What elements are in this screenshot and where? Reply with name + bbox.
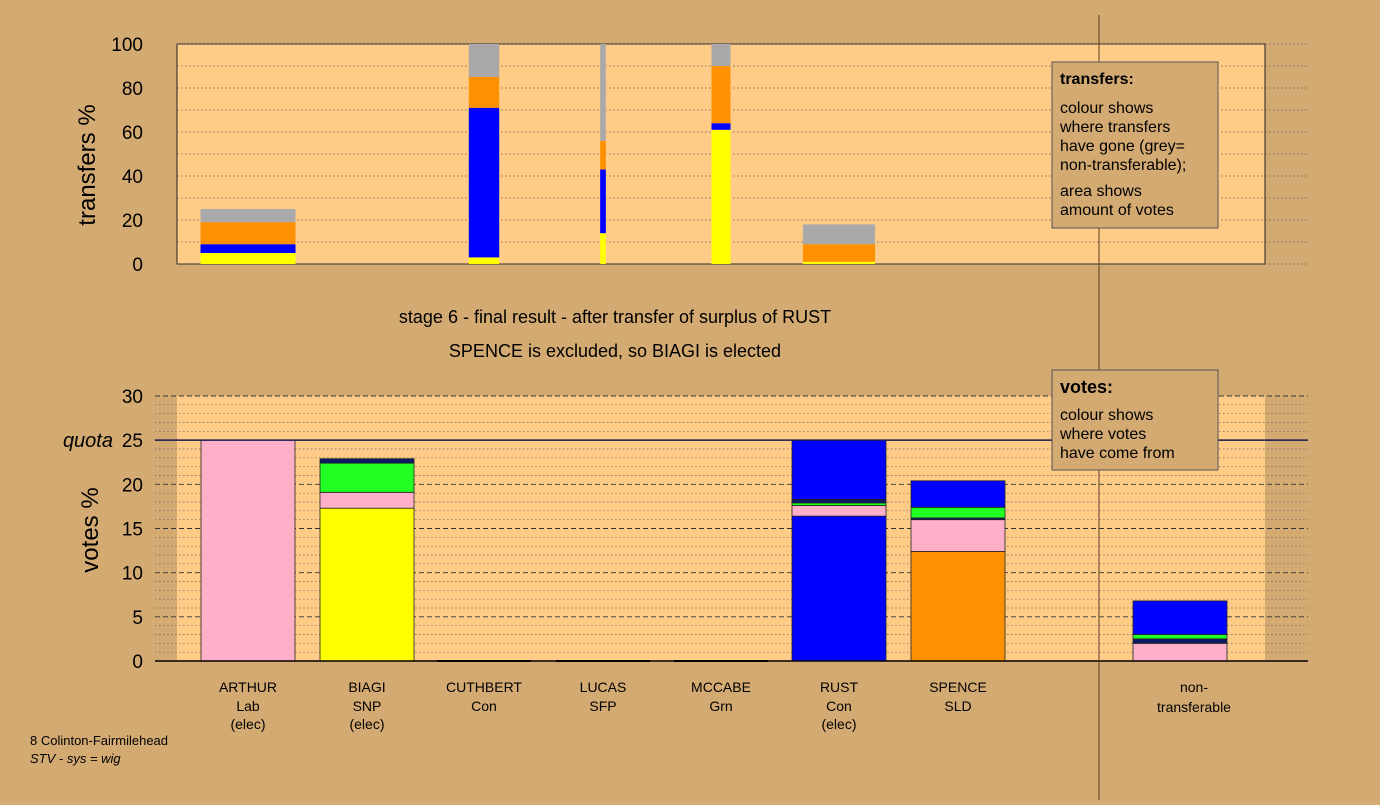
nontransferable-label: transferable: [1157, 699, 1231, 715]
transfer-segment-arthur: [200, 244, 296, 253]
votes-tick-label: 5: [132, 608, 143, 629]
candidate-party: Con: [826, 698, 852, 714]
candidate-party: Con: [471, 698, 497, 714]
footer-ward: 8 Colinton-Fairmilehead: [30, 733, 168, 748]
transfer-segment-arthur: [200, 222, 296, 245]
transfers-axis-label: transfers %: [74, 104, 101, 225]
candidate-name: BIAGI: [348, 679, 385, 695]
vote-segment-rust: [791, 439, 887, 500]
candidate-party: SNP: [353, 698, 382, 714]
votes-tick-label: 15: [122, 520, 143, 541]
transfer-segment-rust: [802, 261, 876, 264]
votes-legend-box: [1051, 369, 1219, 471]
vote-segment-non-transferable: [1132, 634, 1228, 640]
candidate-name: CUTHBERT: [446, 679, 522, 695]
vote-segment-arthur: [200, 439, 296, 662]
transfer-segment-cuthbert: [468, 44, 500, 77]
vote-segment-spence: [910, 480, 1006, 508]
votes-ticks: 0 5 10 15 20 25 30: [122, 387, 143, 673]
votes-bars: [200, 439, 1228, 662]
votes-tick-label: 25: [122, 431, 143, 452]
candidate-name: SPENCE: [929, 679, 987, 695]
votes-legend-text: colour shows: [1060, 407, 1153, 424]
vote-segment-spence: [910, 519, 1006, 552]
transfer-segment-mccabe: [711, 66, 731, 124]
vote-segment-spence: [910, 506, 1006, 519]
votes-legend-text: where votes: [1059, 426, 1146, 443]
candidate-party: Grn: [709, 698, 732, 714]
vote-segment-non-transferable: [1132, 638, 1228, 644]
votes-tick-label: 0: [132, 652, 143, 673]
transfer-segment-lucas: [600, 140, 606, 170]
transfer-segment-cuthbert: [468, 257, 500, 264]
candidate-name: ARTHUR: [219, 679, 277, 695]
transfers-tick-label: 0: [132, 255, 143, 276]
transfers-tick-label: 20: [122, 211, 143, 232]
votes-legend: votes: colour shows where votes have com…: [1051, 369, 1219, 471]
transfer-segment-rust: [802, 224, 876, 245]
vote-segment-non-transferable: [1132, 600, 1228, 635]
transfer-segment-lucas: [600, 233, 606, 264]
votes-tick-label: 20: [122, 475, 143, 496]
transfer-segment-lucas: [600, 44, 606, 141]
candidate-name: MCCABE: [691, 679, 751, 695]
stage-line-2: SPENCE is excluded, so BIAGI is elected: [449, 341, 781, 361]
transfers-gridlines: [177, 43, 1308, 265]
transfer-segment-arthur: [200, 209, 296, 223]
transfer-segment-cuthbert: [468, 77, 500, 108]
transfers-legend-text: area shows: [1060, 183, 1142, 200]
transfers-legend: transfers: colour shows where transfers …: [1051, 61, 1219, 229]
transfers-tick-label: 60: [122, 123, 143, 144]
candidate-status: (elec): [349, 716, 384, 732]
vote-segment-biagi: [319, 462, 415, 493]
transfers-tick-label: 80: [122, 79, 143, 100]
transfers-bars: [200, 44, 876, 264]
transfer-segment-cuthbert: [468, 107, 500, 258]
candidate-party: SLD: [944, 698, 971, 714]
vote-segment-rust: [791, 505, 887, 517]
transfer-segment-arthur: [200, 253, 296, 264]
votes-legend-text: have come from: [1060, 445, 1175, 462]
candidate-party: Lab: [236, 698, 260, 714]
candidate-name: RUST: [820, 679, 859, 695]
transfer-segment-mccabe: [711, 129, 731, 264]
candidate-status: (elec): [821, 716, 856, 732]
candidate-name: LUCAS: [580, 679, 627, 695]
vote-segment-spence: [910, 551, 1006, 662]
transfers-tick-label: 40: [122, 167, 143, 188]
vote-segment-rust: [791, 498, 887, 504]
transfer-segment-rust: [802, 244, 876, 262]
transfer-segment-mccabe: [711, 44, 731, 66]
nontransferable-label: non-: [1180, 679, 1208, 695]
vote-segment-biagi: [319, 491, 415, 509]
transfer-segment-mccabe: [711, 123, 731, 130]
votes-tick-label: 30: [122, 387, 143, 408]
transfers-legend-title: transfers:: [1060, 71, 1134, 88]
transfers-legend-box: [1051, 61, 1219, 229]
vote-segment-rust: [791, 515, 887, 662]
vote-segment-biagi: [319, 458, 415, 464]
transfers-legend-text: where transfers: [1059, 119, 1170, 136]
transfers-legend-text: amount of votes: [1060, 202, 1174, 219]
transfers-ticks: 0 20 40 60 80 100: [111, 35, 143, 276]
candidate-status: (elec): [230, 716, 265, 732]
candidate-labels: ARTHUR Lab (elec) BIAGI SNP (elec) CUTHBERT Con…: [219, 679, 987, 732]
candidate-party: SFP: [589, 698, 616, 714]
stage-line-1: stage 6 - final result - after transfer …: [399, 307, 831, 327]
vote-segment-biagi: [319, 507, 415, 662]
transfers-legend-text: have gone (grey=: [1060, 138, 1185, 155]
transfer-segment-lucas: [600, 169, 606, 234]
votes-axis-label: votes %: [77, 487, 104, 572]
footer-system: STV - sys = wig: [30, 751, 121, 766]
vote-segment-non-transferable: [1132, 642, 1228, 662]
transfers-legend-text: colour shows: [1060, 100, 1153, 117]
votes-legend-title: votes:: [1060, 377, 1113, 397]
quota-label: quota: [63, 430, 113, 452]
votes-tick-label: 10: [122, 564, 143, 585]
transfers-tick-label: 100: [111, 35, 143, 56]
transfers-legend-text: non-transferable);: [1060, 157, 1186, 174]
